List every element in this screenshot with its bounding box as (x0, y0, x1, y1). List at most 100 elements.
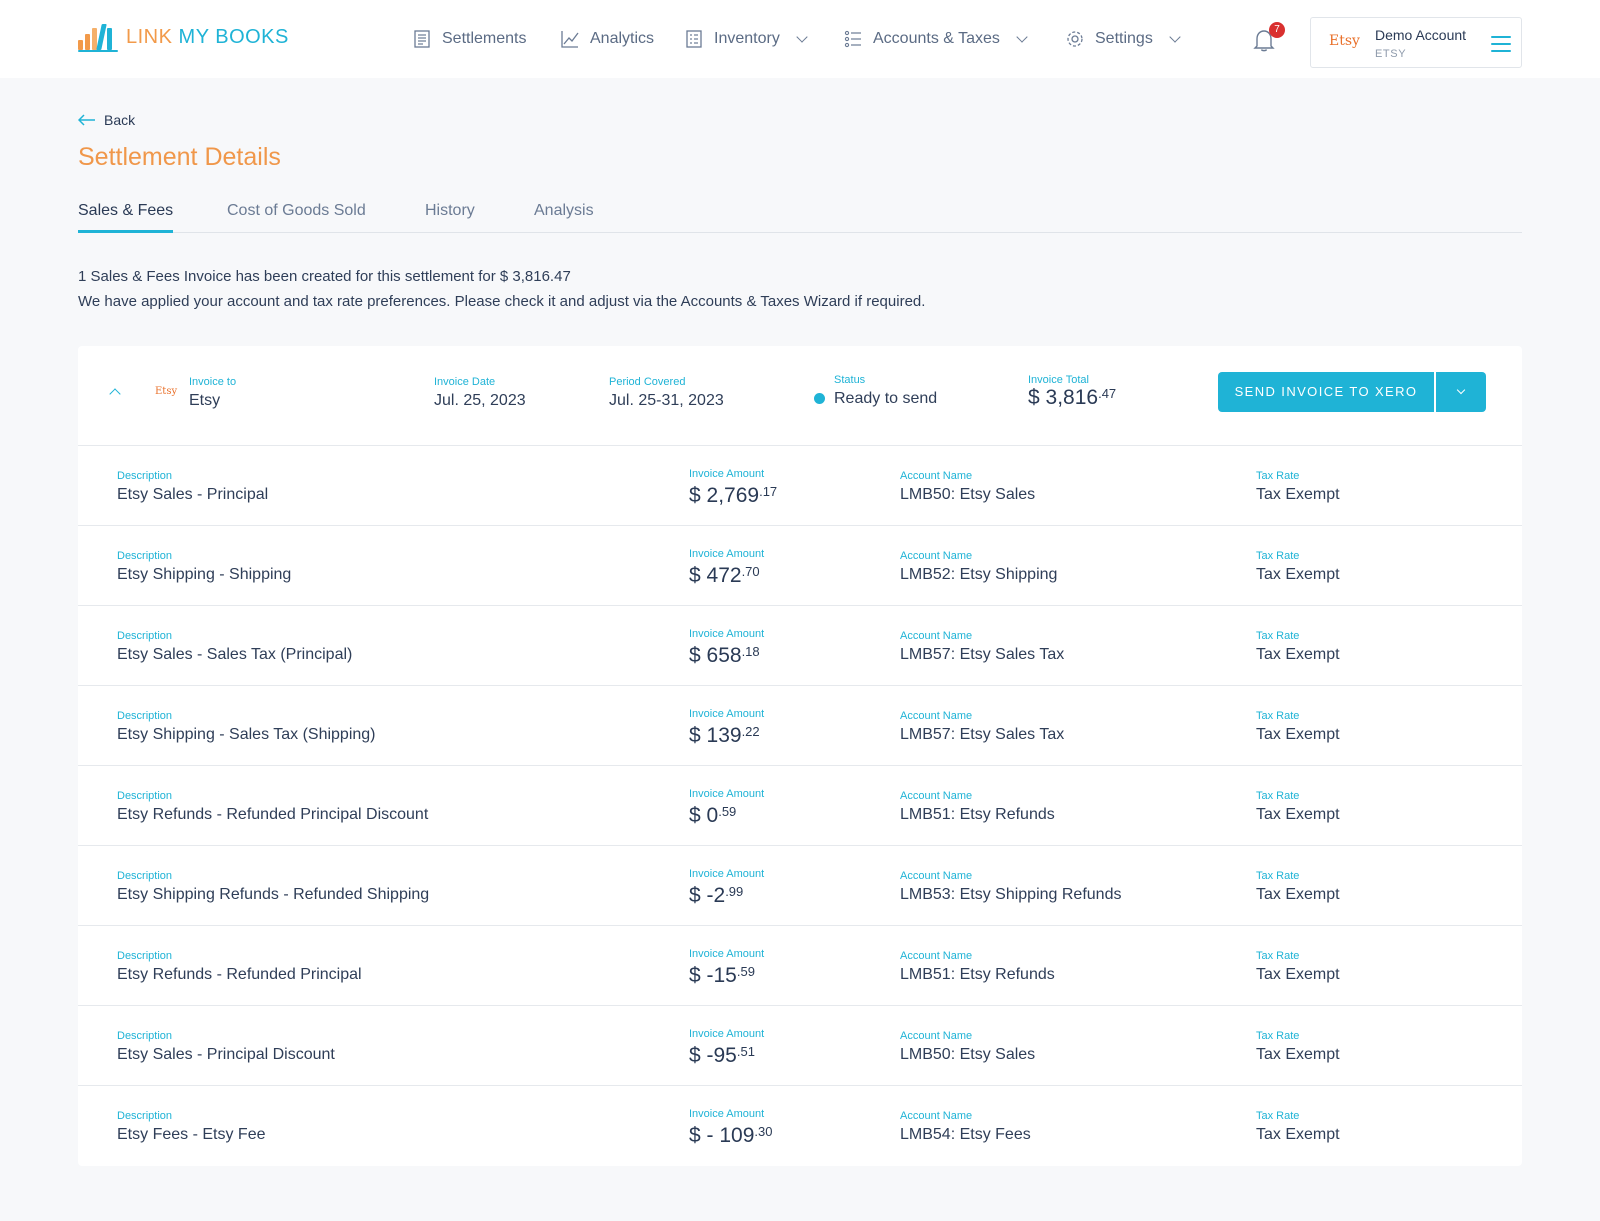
tax-rate-value[interactable]: Tax Exempt (1256, 486, 1340, 503)
account-name-label: Account Name (900, 470, 973, 482)
etsy-logo: Etsy (155, 386, 178, 397)
tax-rate-label: Tax Rate (1256, 950, 1300, 962)
nav-accounts-taxes[interactable]: Accounts & Taxes (843, 26, 1028, 52)
amount-main: $ 2,769 (689, 484, 760, 507)
send-options-dropdown[interactable] (1436, 372, 1486, 412)
tab-sales-fees[interactable]: Sales & Fees (78, 202, 174, 233)
invoice-line-row: Description Etsy Sales - Principal Discou… (78, 1006, 1522, 1086)
invoice-amount-value: $ 472.70 (689, 564, 760, 588)
etsy-logo: Etsy (1329, 33, 1360, 49)
clipboard-icon (686, 30, 702, 48)
tax-rate-label: Tax Rate (1256, 550, 1300, 562)
nav-settlements[interactable]: Settlements (412, 26, 526, 52)
invoice-line-row: Description Etsy Shipping - Sales Tax (Sh… (78, 686, 1522, 766)
tax-rate-label: Tax Rate (1256, 630, 1300, 642)
invoice-amount-label: Invoice Amount (689, 628, 765, 640)
amount-main: $ 472 (689, 564, 742, 587)
tab-cost-of-goods-sold[interactable]: Cost of Goods Sold (227, 202, 366, 219)
invoice-header: Etsy Invoice to Etsy Invoice Date Jul. 2… (78, 346, 1522, 446)
tax-rate-value[interactable]: Tax Exempt (1256, 566, 1340, 583)
invoice-amount-label: Invoice Amount (689, 788, 765, 800)
books-logo-icon (78, 22, 118, 52)
invoice-created-message: 1 Sales & Fees Invoice has been created … (78, 268, 571, 285)
description-value: Etsy Refunds - Refunded Principal (117, 966, 362, 983)
tax-rate-label: Tax Rate (1256, 1110, 1300, 1122)
amount-main: $ -15 (689, 964, 737, 987)
tax-rate-value[interactable]: Tax Exempt (1256, 726, 1340, 743)
nav-label: Inventory (714, 30, 780, 47)
invoice-amount-label: Invoice Amount (689, 708, 765, 720)
nav-label: Settlements (442, 30, 527, 47)
invoice-line-row: Description Etsy Refunds - Refunded Princ… (78, 926, 1522, 1006)
tab-analysis[interactable]: Analysis (534, 202, 594, 219)
amount-main: $ 658 (689, 644, 742, 667)
tax-rate-label: Tax Rate (1256, 710, 1300, 722)
account-name-value[interactable]: LMB51: Etsy Refunds (900, 806, 1055, 823)
account-name-label: Account Name (900, 550, 973, 562)
tax-rate-value[interactable]: Tax Exempt (1256, 1126, 1340, 1143)
chevron-down-icon (1169, 31, 1181, 43)
amount-cents: .59 (718, 804, 737, 819)
account-switcher[interactable]: Etsy Demo Account ETSY (1310, 17, 1522, 68)
amount-cents: .30 (754, 1124, 773, 1139)
description-label: Description (117, 710, 173, 722)
amount-main: $ 0 (689, 804, 719, 827)
description-value: Etsy Sales - Principal (117, 486, 269, 503)
description-value: Etsy Shipping Refunds - Refunded Shippin… (117, 886, 430, 903)
account-name-label: Account Name (900, 1110, 973, 1122)
amount-cents: .51 (736, 1044, 755, 1059)
chevron-down-icon (1016, 31, 1028, 43)
back-link[interactable]: Back (78, 112, 135, 128)
tab-history[interactable]: History (425, 202, 475, 219)
tax-rate-label: Tax Rate (1256, 470, 1300, 482)
account-name-value[interactable]: LMB54: Etsy Fees (900, 1126, 1031, 1143)
invoice-to-label: Invoice to (189, 376, 237, 388)
brand-logo[interactable]: LINK MY BOOKS (78, 22, 289, 52)
settlement-tabs: Sales & Fees Cost of Goods Sold History … (78, 202, 1522, 233)
amount-cents: .17 (759, 484, 778, 499)
tax-rate-value[interactable]: Tax Exempt (1256, 886, 1340, 903)
list-icon (844, 30, 861, 48)
invoice-to-value: Etsy (189, 392, 221, 409)
hamburger-menu-icon[interactable] (1491, 36, 1511, 57)
tax-rate-label: Tax Rate (1256, 1030, 1300, 1042)
invoice-line-row: Description Etsy Shipping Refunds - Refun… (78, 846, 1522, 926)
invoice-amount-value: $ 0.59 (689, 804, 736, 828)
preferences-message: We have applied your account and tax rat… (78, 293, 926, 310)
bell-icon (1253, 30, 1275, 52)
account-name-label: Account Name (900, 710, 973, 722)
send-invoice-button[interactable]: SEND INVOICE TO XERO (1218, 372, 1434, 412)
tax-rate-value[interactable]: Tax Exempt (1256, 966, 1340, 983)
notification-count-badge: 7 (1269, 22, 1285, 38)
tax-rate-value[interactable]: Tax Exempt (1256, 1046, 1340, 1063)
account-name-value[interactable]: LMB51: Etsy Refunds (900, 966, 1055, 983)
gear-icon (1067, 31, 1083, 47)
account-name-value[interactable]: LMB57: Etsy Sales Tax (900, 646, 1065, 663)
invoice-total-label: Invoice Total (1028, 374, 1089, 386)
account-name-value[interactable]: LMB53: Etsy Shipping Refunds (900, 886, 1122, 903)
nav-analytics[interactable]: Analytics (560, 26, 654, 52)
period-covered-value: Jul. 25-31, 2023 (609, 392, 724, 409)
tax-rate-value[interactable]: Tax Exempt (1256, 646, 1340, 663)
nav-settings[interactable]: Settings (1065, 26, 1181, 52)
invoice-amount-label: Invoice Amount (689, 1028, 765, 1040)
nav-inventory[interactable]: Inventory (684, 26, 808, 52)
tax-rate-value[interactable]: Tax Exempt (1256, 806, 1340, 823)
brand-name-part1: LINK (126, 25, 179, 48)
account-name-label: Account Name (900, 790, 973, 802)
account-name-value[interactable]: LMB52: Etsy Shipping (900, 566, 1058, 583)
invoice-amount-value: $ - 109.30 (689, 1124, 772, 1148)
account-name-value[interactable]: LMB57: Etsy Sales Tax (900, 726, 1065, 743)
nav-label: Accounts & Taxes (873, 30, 1000, 47)
account-name-value[interactable]: LMB50: Etsy Sales (900, 486, 1036, 503)
nav-label: Analytics (590, 30, 655, 47)
chevron-up-icon[interactable] (109, 388, 121, 400)
chevron-down-icon (1456, 385, 1466, 395)
page-title: Settlement Details (78, 143, 281, 171)
invoice-card: Etsy Invoice to Etsy Invoice Date Jul. 2… (78, 346, 1522, 1166)
notifications-button[interactable]: 7 (1253, 22, 1285, 54)
amount-main: $ 139 (689, 724, 742, 747)
account-name-value[interactable]: LMB50: Etsy Sales (900, 1046, 1036, 1063)
invoice-line-row: Description Etsy Refunds - Refunded Princ… (78, 766, 1522, 846)
nav-label: Settings (1095, 30, 1153, 47)
